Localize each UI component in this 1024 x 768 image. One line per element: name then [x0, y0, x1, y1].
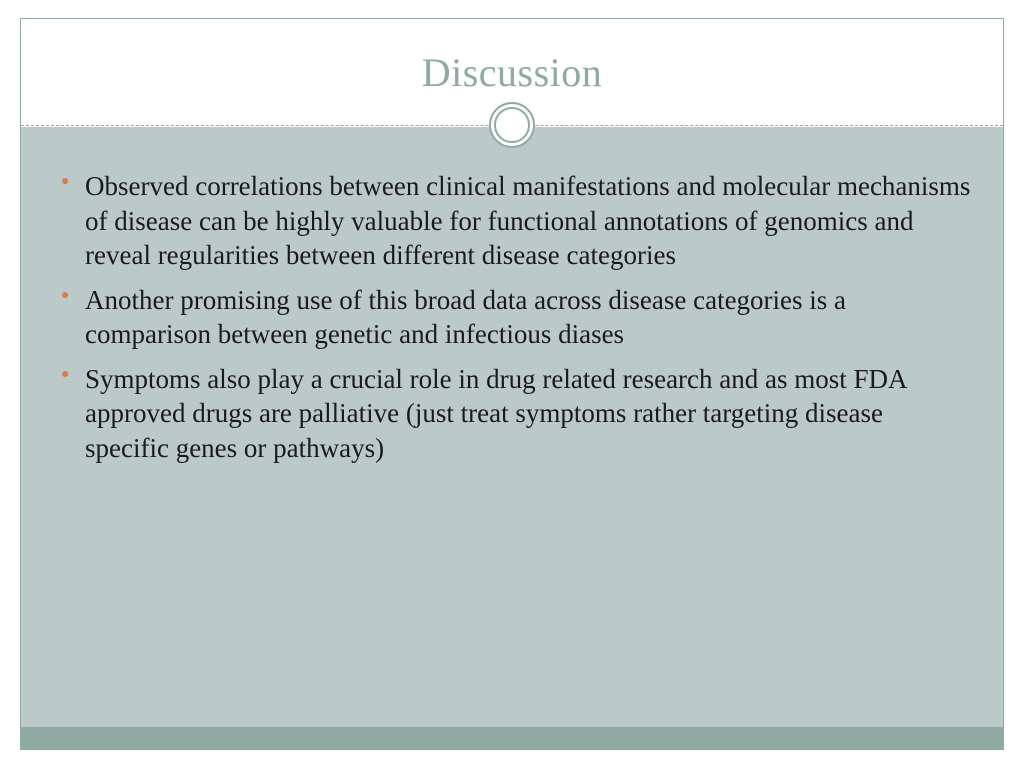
body-area: Observed correlations between clinical m… [21, 127, 1003, 727]
slide-frame: Discussion Observed correlations between… [20, 18, 1004, 750]
list-item: Another promising use of this broad data… [51, 283, 973, 352]
ornament-circle-icon [489, 102, 535, 148]
header-area: Discussion [21, 19, 1003, 126]
bullet-list: Observed correlations between clinical m… [51, 169, 973, 465]
list-item: Observed correlations between clinical m… [51, 169, 973, 273]
footer-bar [21, 727, 1003, 749]
list-item: Symptoms also play a crucial role in dru… [51, 362, 973, 466]
slide-title: Discussion [21, 19, 1003, 96]
